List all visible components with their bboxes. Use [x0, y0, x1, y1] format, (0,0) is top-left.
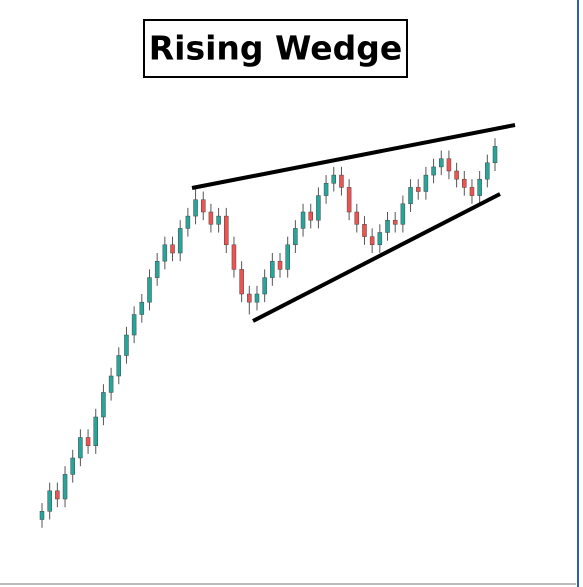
- candle-body: [431, 166, 436, 176]
- candle-body: [93, 416, 98, 446]
- candle-body: [339, 174, 344, 188]
- candle-body: [316, 195, 321, 221]
- candle-body: [446, 158, 452, 172]
- candle-body: [70, 457, 75, 475]
- candle-body: [331, 174, 337, 184]
- candle-body: [124, 334, 129, 356]
- candle-body: [85, 437, 91, 446]
- candle-body: [285, 244, 290, 270]
- candle-body: [154, 260, 160, 278]
- candle-body: [462, 178, 467, 188]
- candle-body: [308, 211, 313, 221]
- candle-body: [270, 260, 275, 278]
- title-box: [143, 19, 408, 78]
- candle-body: [369, 236, 375, 246]
- candle-body: [293, 228, 298, 246]
- candle-body: [231, 244, 237, 270]
- candle-body: [454, 170, 459, 180]
- upper-trendline: [191, 123, 516, 190]
- candle-body: [469, 187, 475, 196]
- candle-body: [392, 219, 398, 225]
- chart-title: Rising Wedge: [149, 29, 403, 68]
- candle-body: [254, 293, 260, 303]
- candle-body: [185, 215, 191, 229]
- candle-body: [147, 277, 152, 303]
- candle-body: [362, 224, 367, 237]
- candle-body: [55, 490, 60, 500]
- candle-body: [477, 178, 482, 196]
- candle-body: [216, 215, 221, 225]
- candle-body: [39, 511, 45, 520]
- candle-body: [208, 211, 214, 225]
- candle-body: [101, 392, 106, 418]
- candle-body: [354, 211, 360, 225]
- candle-body: [492, 146, 498, 164]
- candle-body: [177, 228, 183, 254]
- candle-body: [224, 215, 229, 246]
- candle-body: [346, 187, 352, 213]
- candle-body: [415, 187, 421, 192]
- candle-body: [193, 199, 198, 217]
- candle-body: [439, 158, 444, 168]
- candle-body: [377, 232, 383, 246]
- candle-body: [170, 244, 175, 254]
- candle-body: [108, 375, 114, 393]
- candle-body: [162, 244, 168, 262]
- candle-body: [423, 174, 429, 192]
- candle-body: [200, 199, 206, 213]
- candle-body: [78, 437, 83, 459]
- candle-body: [62, 474, 68, 500]
- candle-body: [300, 211, 306, 229]
- candle-body: [247, 293, 252, 303]
- candles: [39, 138, 498, 528]
- candle-body: [139, 301, 145, 315]
- candle-body: [277, 260, 283, 270]
- candle-body: [400, 203, 406, 225]
- candle-body: [408, 187, 413, 205]
- candle-body: [116, 355, 122, 377]
- candle-body: [47, 490, 52, 512]
- candle-body: [385, 219, 390, 233]
- candle-body: [131, 314, 137, 336]
- candle-body: [239, 269, 244, 295]
- lower-trendline: [252, 192, 501, 323]
- candle-body: [323, 183, 329, 196]
- candle-body: [485, 162, 490, 180]
- candle-body: [262, 277, 267, 295]
